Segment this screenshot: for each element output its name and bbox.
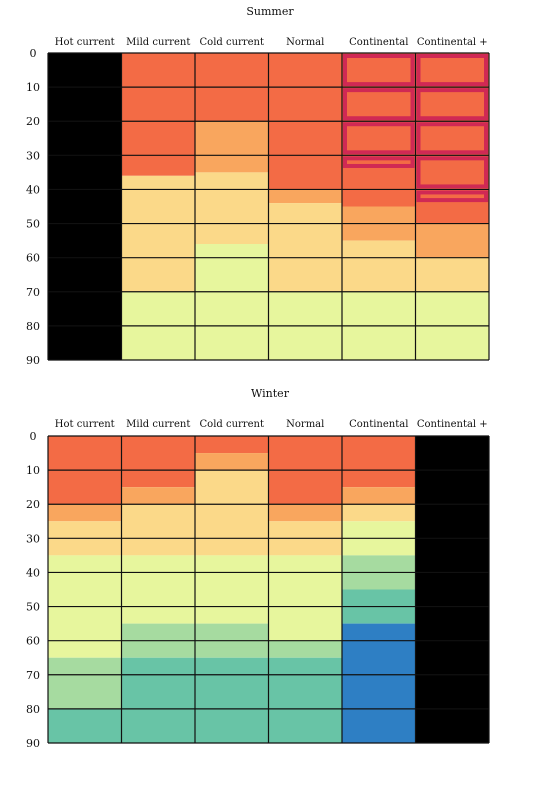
heat-cell [195,436,269,454]
column-label: Continental [349,419,408,430]
y-tick-label: 30 [26,149,40,162]
heat-cell [342,623,416,743]
heat-cell [195,623,269,648]
heat-cell [342,589,416,607]
heat-cell [342,436,416,488]
heat-cell [342,206,416,224]
y-tick-label: 70 [26,286,40,299]
heat-cell [342,240,416,258]
y-tick-label: 80 [26,320,40,333]
heat-cell [48,504,122,522]
highlight-frame [416,88,488,121]
heat-cell [415,53,489,224]
heat-cell [195,453,269,471]
heat-cell [121,504,195,556]
y-tick-label: 50 [26,218,40,231]
heat-cell [415,223,489,258]
heat-cell [195,647,269,658]
y-tick-label: 40 [26,566,40,579]
heat-cell [121,657,195,743]
heat-cell [342,555,416,573]
winter-heatmap: Winter Hot current Mild current Cold curren… [26,387,490,750]
heat-cell [342,257,416,292]
column-label: Normal [286,37,324,48]
y-tick-label: 10 [26,81,40,94]
chart-title: Winter [251,387,290,400]
column-label: Cold current [200,37,264,48]
y-tick-label: 0 [30,430,37,443]
heat-cell [342,189,416,207]
heat-cell [121,487,195,505]
y-tick-label: 30 [26,532,40,545]
y-tick-label: 40 [26,183,40,196]
highlight-frame [416,156,488,189]
column-label: Hot current [55,37,115,48]
highlight-frame [343,156,415,168]
heat-cell [195,155,269,173]
heat-cell [121,53,195,176]
heat-cell [342,504,416,522]
heat-cell [121,436,195,488]
heat-cell [195,555,269,624]
heat-cell [195,244,269,360]
highlight-frame [343,122,415,155]
heat-cell [121,623,195,641]
heat-cell [195,470,269,556]
highlight-frame [416,122,488,155]
column-label: Continental + [417,37,488,48]
column-label: Normal [286,419,324,430]
heat-cell [415,257,489,292]
heat-cell [195,121,269,156]
y-tick-label: 90 [26,737,40,750]
y-tick-label: 90 [26,354,40,367]
heat-cell [342,572,416,590]
heat-cell [415,436,489,743]
heat-cell [195,657,269,743]
highlight-frame [343,54,415,87]
heat-cell [342,223,416,241]
heat-cell [268,555,342,641]
column-label: Mild current [126,419,190,430]
y-tick-label: 0 [30,47,37,60]
heat-cell [121,640,195,658]
y-tick-label: 20 [26,498,40,511]
heat-cell [48,708,122,743]
y-tick-label: 60 [26,252,40,265]
heat-cell [195,172,269,190]
heat-cell [268,504,342,522]
heat-cell [48,657,122,709]
y-tick-label: 70 [26,669,40,682]
chart-title: Summer [246,5,294,18]
y-tick-label: 20 [26,115,40,128]
y-tick-label: 10 [26,464,40,477]
y-tick-label: 60 [26,635,40,648]
column-label: Continental [349,37,408,48]
heat-cell [195,189,269,245]
highlight-frame [343,88,415,121]
heat-cell [121,555,195,624]
heat-cell [268,203,342,292]
heat-cell [48,53,122,360]
y-tick-label: 80 [26,703,40,716]
heat-cell [342,487,416,505]
y-tick-label: 50 [26,601,40,614]
heat-cell [268,640,342,658]
summer-heatmap: Summer Hot current Mild current Cold curren… [26,5,490,367]
highlight-frame [416,54,488,87]
highlight-frame [416,190,488,203]
column-label: Cold current [200,419,264,430]
column-label: Hot current [55,419,115,430]
heat-cell [268,189,342,204]
column-label: Mild current [126,37,190,48]
heat-cell [342,606,416,624]
column-label: Continental + [417,419,488,430]
heat-cell [268,657,342,743]
